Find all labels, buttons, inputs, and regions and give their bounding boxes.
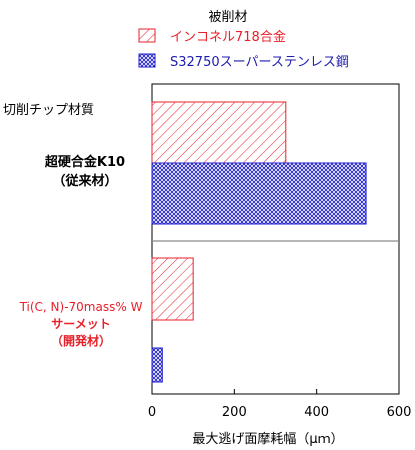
plot-area [151, 83, 400, 395]
legend-swatch-inconel [138, 28, 156, 43]
x-axis-label: 最大逃げ面摩耗幅（μｍ） [192, 431, 343, 447]
group-label-cermet-line2: サーメット [51, 317, 111, 331]
legend-label-inconel: インコネル718合金 [170, 29, 286, 45]
y-axis-header: 切削チップ材質 [3, 103, 94, 118]
group-label-k10-line1: 超硬合金K10 [45, 154, 125, 170]
x-tick-label: 600 [387, 405, 412, 420]
bar-cermet-inconel [151, 257, 194, 321]
group-label-cermet-line1: Ti(C, N)-70mass% W [19, 300, 143, 314]
group-label-k10-line2: （従来材） [52, 173, 117, 189]
legend-swatch-stainless [138, 53, 156, 68]
x-tick-label: 400 [304, 405, 329, 420]
bar-k10-inconel [151, 101, 287, 164]
x-tick-label: 0 [148, 405, 156, 420]
legend-label-stainless: S32750スーパーステンレス鋼 [170, 55, 349, 70]
legend-title: 被削材 [208, 10, 247, 25]
group-label-cermet-line3: （開発材） [51, 333, 111, 348]
x-tick-label: 200 [222, 405, 247, 420]
bar-k10-stainless [151, 162, 367, 225]
bar-cermet-stainless [151, 347, 163, 383]
